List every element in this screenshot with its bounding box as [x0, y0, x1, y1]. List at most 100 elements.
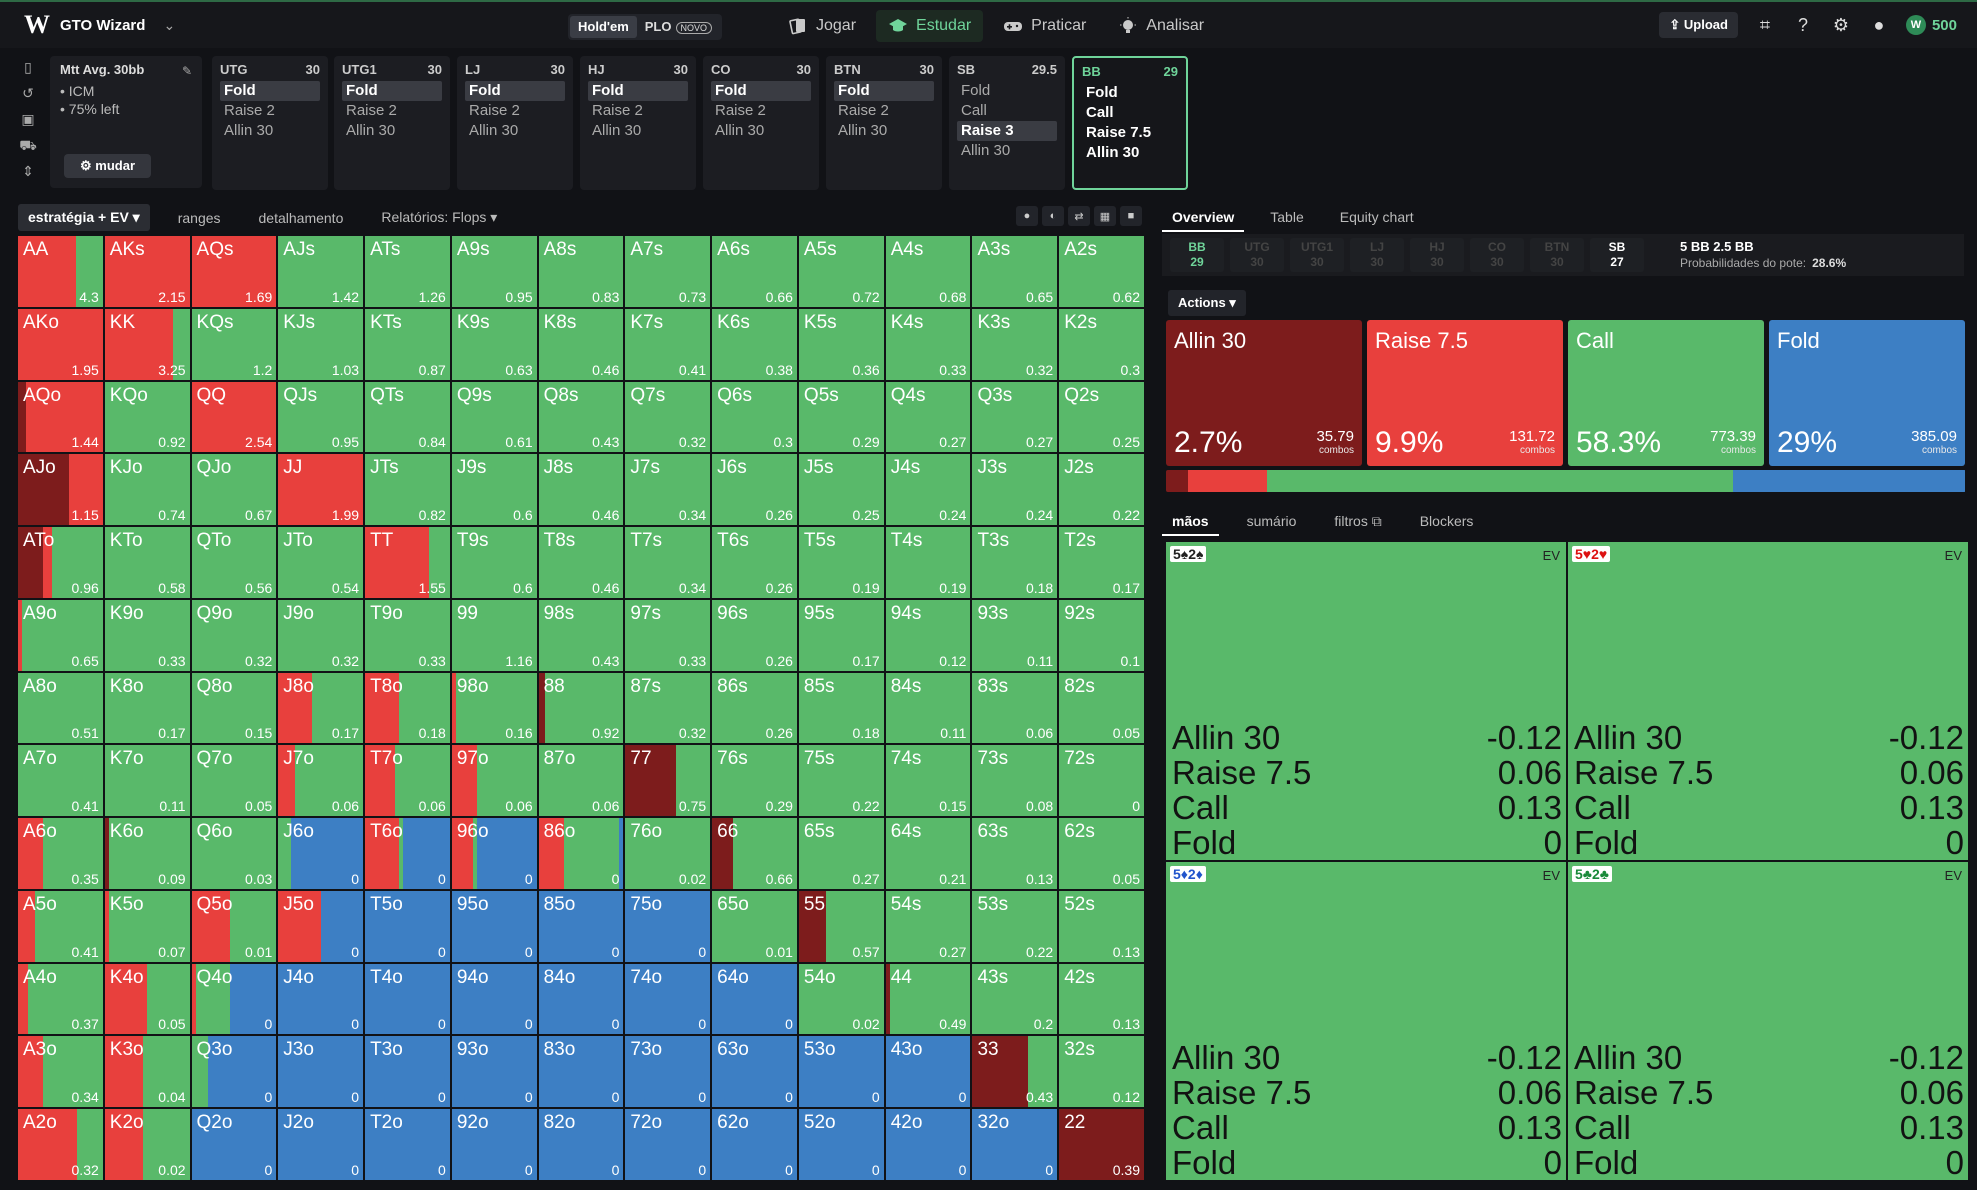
- hand-cell[interactable]: T5o 0: [365, 890, 450, 962]
- hand-cell[interactable]: Q2s 0.25: [1059, 381, 1144, 453]
- hand-cell[interactable]: A7o 0.41: [18, 745, 103, 817]
- hand-cell[interactable]: K2o 0.02: [104, 1109, 190, 1180]
- position-action[interactable]: Allin 30: [715, 122, 765, 139]
- hand-cell[interactable]: 73o 0: [625, 1036, 711, 1108]
- hand-cell[interactable]: Q7s 0.32: [625, 381, 711, 453]
- hand-cell[interactable]: A7s 0.73: [625, 236, 711, 307]
- hand-cell[interactable]: 98o 0.16: [451, 672, 537, 744]
- hand-cell[interactable]: T2o 0: [365, 1109, 450, 1180]
- hand-cell[interactable]: 64o 0: [712, 963, 797, 1035]
- hand-cell[interactable]: KTs 0.87: [365, 308, 450, 380]
- reset-icon[interactable]: ↺: [22, 85, 34, 101]
- car-icon[interactable]: ⛟: [19, 137, 37, 153]
- hand-cell[interactable]: QJo 0.67: [191, 454, 277, 526]
- hand-cell[interactable]: ATs 1.26: [365, 236, 450, 307]
- hand-cell[interactable]: Q5s 0.29: [798, 381, 884, 453]
- hand-cell[interactable]: 63s 0.13: [972, 818, 1058, 889]
- hand-cell[interactable]: 82o 0: [538, 1109, 624, 1180]
- hand-cell[interactable]: QTs 0.84: [365, 381, 450, 453]
- hand-cell[interactable]: 98s 0.43: [538, 599, 624, 671]
- hand-cell[interactable]: 84s 0.11: [885, 672, 971, 744]
- hand-cell[interactable]: Q8s 0.43: [538, 381, 624, 453]
- chevron-down-icon[interactable]: ⌄: [163, 16, 176, 33]
- hand-cell[interactable]: 96o 0: [451, 818, 537, 889]
- hand-cell[interactable]: 87o 0.06: [538, 745, 624, 817]
- hand-cell[interactable]: T2s 0.17: [1059, 527, 1144, 598]
- position-card-btn[interactable]: BTN 30 Fold Raise 2 Allin 30: [826, 56, 942, 190]
- actions-dropdown[interactable]: Actions ▾: [1168, 290, 1246, 316]
- tab-filters[interactable]: filtros ⧉: [1334, 513, 1382, 529]
- hand-cell[interactable]: QJs 0.95: [278, 381, 364, 453]
- gear-icon[interactable]: ⚙: [1832, 14, 1850, 35]
- hand-combo-card[interactable]: 5♠2♠ EV Allin 30 -0.12 Raise 7.5 0.06 Call 0.13…: [1166, 542, 1566, 860]
- hand-cell[interactable]: 75o 0: [625, 890, 711, 962]
- hand-cell[interactable]: 74o 0: [625, 963, 711, 1035]
- logo[interactable]: W GTO Wizard ⌄: [24, 10, 175, 40]
- hand-cell[interactable]: 65o 0.01: [712, 890, 797, 962]
- hand-cell[interactable]: 77 0.75: [625, 745, 711, 817]
- position-card-lj[interactable]: LJ 30 Fold Raise 2 Allin 30: [457, 56, 573, 190]
- tab-overview[interactable]: Overview: [1162, 204, 1245, 232]
- variant-plo[interactable]: PLO NOVO: [637, 16, 720, 38]
- hand-cell[interactable]: K8s 0.46: [538, 308, 624, 380]
- hand-cell[interactable]: J3o 0: [278, 1036, 364, 1108]
- hand-cell[interactable]: A9o 0.65: [18, 599, 103, 671]
- hand-cell[interactable]: T9s 0.6: [451, 527, 537, 598]
- hand-cell[interactable]: A2s 0.62: [1059, 236, 1144, 307]
- hand-cell[interactable]: Q6o 0.03: [191, 818, 277, 889]
- hand-cell[interactable]: 72s 0: [1059, 745, 1144, 817]
- hand-cell[interactable]: J7s 0.34: [625, 454, 711, 526]
- hand-cell[interactable]: Q7o 0.05: [191, 745, 277, 817]
- hand-cell[interactable]: 97o 0.06: [451, 745, 537, 817]
- position-card-hj[interactable]: HJ 30 Fold Raise 2 Allin 30: [580, 56, 696, 190]
- position-action[interactable]: Call: [1086, 104, 1114, 121]
- hand-cell[interactable]: Q4o 0: [191, 963, 277, 1035]
- hand-cell[interactable]: A8s 0.83: [538, 236, 624, 307]
- hand-cell[interactable]: 52o 0: [798, 1109, 884, 1180]
- hand-cell[interactable]: 82s 0.05: [1059, 672, 1144, 744]
- tab-equity-chart[interactable]: Equity chart: [1339, 209, 1414, 225]
- arrows-icon[interactable]: ⇄: [1068, 206, 1090, 226]
- hand-cell[interactable]: J6o 0: [278, 818, 364, 889]
- hand-cell[interactable]: T6o 0: [365, 818, 450, 889]
- hand-cell[interactable]: K7o 0.11: [104, 745, 190, 817]
- hand-cell[interactable]: 95s 0.17: [798, 599, 884, 671]
- hand-cell[interactable]: T6s 0.26: [712, 527, 797, 598]
- hand-cell[interactable]: JTs 0.82: [365, 454, 450, 526]
- position-action[interactable]: Raise 2: [224, 102, 275, 119]
- hand-cell[interactable]: A3o 0.34: [18, 1036, 103, 1108]
- hand-cell[interactable]: 66 0.66: [712, 818, 797, 889]
- hand-cell[interactable]: T7s 0.34: [625, 527, 711, 598]
- position-action[interactable]: Allin 30: [838, 122, 888, 139]
- hand-cell[interactable]: T5s 0.19: [798, 527, 884, 598]
- hand-cell[interactable]: 42o 0: [885, 1109, 971, 1180]
- hand-cell[interactable]: QQ 2.54: [191, 381, 277, 453]
- position-action[interactable]: Fold: [711, 81, 811, 101]
- hand-cell[interactable]: K3s 0.32: [972, 308, 1058, 380]
- position-card-bb[interactable]: BB 29 Fold Call Raise 7.5 Allin 30: [1072, 56, 1188, 190]
- nav-praticar[interactable]: Praticar: [991, 10, 1098, 42]
- hand-cell[interactable]: K4o 0.05: [104, 963, 190, 1035]
- hand-cell[interactable]: J5s 0.25: [798, 454, 884, 526]
- save-icon[interactable]: ▣: [21, 111, 35, 127]
- action-box-call[interactable]: Call 58.3% 773.39 combos: [1568, 320, 1764, 466]
- contrast-icon[interactable]: ◐: [1042, 206, 1064, 226]
- hand-cell[interactable]: T3o 0: [365, 1036, 450, 1108]
- hand-cell[interactable]: A5s 0.72: [798, 236, 884, 307]
- position-action[interactable]: Raise 2: [469, 102, 520, 119]
- position-action[interactable]: Allin 30: [469, 122, 519, 139]
- hand-cell[interactable]: 92o 0: [451, 1109, 537, 1180]
- hand-cell[interactable]: 88 0.92: [538, 672, 624, 744]
- position-card-utg1[interactable]: UTG1 30 Fold Raise 2 Allin 30: [334, 56, 450, 190]
- position-action[interactable]: Fold: [834, 81, 934, 101]
- hand-cell[interactable]: 62o 0: [712, 1109, 797, 1180]
- action-box-fold[interactable]: Fold 29% 385.09 combos: [1769, 320, 1965, 466]
- position-action[interactable]: Raise 3: [957, 121, 1057, 141]
- position-action[interactable]: Raise 2: [838, 102, 889, 119]
- hand-cell[interactable]: A4s 0.68: [885, 236, 971, 307]
- hand-cell[interactable]: KJo 0.74: [104, 454, 190, 526]
- hand-cell[interactable]: AQo 1.44: [18, 381, 103, 453]
- tab-reports-flops[interactable]: Relatórios: Flops ▾: [381, 209, 498, 225]
- tab-ranges[interactable]: ranges: [177, 209, 221, 226]
- hand-cell[interactable]: K5o 0.07: [104, 890, 190, 962]
